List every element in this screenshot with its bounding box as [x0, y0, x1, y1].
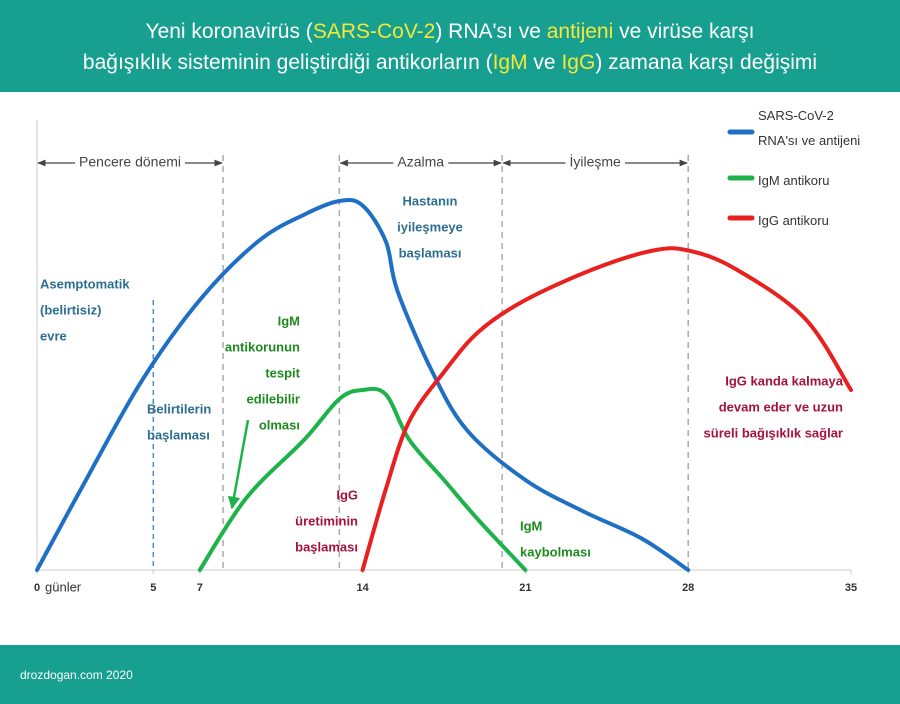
period-label: İyileşme — [569, 153, 621, 170]
x-axis-label: günler — [45, 579, 82, 594]
annotation: kaybolması — [520, 544, 591, 559]
x-tick-label: 35 — [845, 582, 857, 594]
line-series — [197, 386, 528, 572]
x-tick-label: 5 — [150, 582, 156, 594]
title-segment: ) zamana karşı değişimi — [595, 51, 817, 74]
annotation: olması — [259, 417, 300, 432]
annotation: (belirtisiz) — [40, 302, 101, 317]
annotation: iyileşmeye — [397, 219, 463, 234]
title-segment: Yeni koronavirüs ( — [145, 20, 312, 43]
title-segment: ve virüse karşı — [613, 20, 754, 43]
legend-label: IgG antikoru — [758, 213, 829, 228]
annotation: edilebilir — [247, 391, 300, 406]
annotation: Hastanın — [403, 193, 458, 208]
title-line: bağışıklık sisteminin geliştirdiği antik… — [83, 51, 817, 74]
annotation: devam eder ve uzun — [719, 399, 843, 414]
title-segment: IgG — [561, 51, 595, 74]
legend-label: SARS-CoV-2 RNA'sı ve antijeni — [758, 108, 861, 148]
legend-label: IgM antikoru — [758, 173, 830, 188]
title-line: Yeni koronavirüs (SARS-CoV-2) RNA'sı ve … — [145, 20, 754, 43]
x-tick-label: 7 — [197, 582, 203, 594]
x-tick-label: 21 — [519, 582, 531, 594]
title-segment: ve — [528, 51, 562, 74]
legend-item: SARS-CoV-2 RNA'sı ve antijeni — [758, 108, 861, 148]
x-tick-label: 14 — [356, 582, 369, 594]
annotation: evre — [40, 328, 67, 343]
annotation: antikorunun — [225, 339, 300, 354]
period-label-bg — [393, 153, 449, 170]
period-label: Azalma — [397, 154, 444, 170]
period-label-bg — [75, 153, 186, 170]
annotation: başlaması — [147, 427, 210, 442]
footer-text: drozdogan.com 2020 — [20, 668, 133, 682]
annotation: tespit — [265, 365, 300, 380]
line-series — [35, 197, 691, 572]
x-tick-label: 28 — [682, 582, 694, 594]
igm-arrow — [227, 419, 250, 510]
title-segment: SARS-CoV-2 — [313, 20, 436, 43]
title-segment: bağışıklık sisteminin geliştirdiği antik… — [83, 51, 493, 74]
annotation: süreli bağışıklık sağlar — [704, 425, 843, 440]
annotation: IgG kanda kalmaya — [725, 373, 844, 388]
title-segment: IgM — [493, 51, 528, 74]
header-band — [0, 0, 900, 92]
line-series — [360, 246, 853, 572]
annotation: üretiminin — [295, 513, 358, 528]
annotation: IgG — [336, 487, 358, 502]
annotation: Belirtilerin — [147, 401, 211, 416]
x-tick-label: 0 — [34, 582, 40, 594]
annotation: IgM — [520, 518, 542, 533]
annotation: Asemptomatik — [40, 276, 130, 291]
annotation: başlaması — [399, 245, 462, 260]
legend-item: IgM antikoru — [758, 173, 830, 188]
legend-item: IgG antikoru — [758, 213, 829, 228]
title-segment: ) RNA'sı ve — [435, 20, 546, 43]
title-segment: antijeni — [547, 20, 614, 43]
annotation: başlaması — [295, 539, 358, 554]
footer-band — [0, 645, 900, 704]
period-label: Pencere dönemi — [79, 154, 181, 170]
annotation: IgM — [278, 313, 300, 328]
period-label-bg — [565, 152, 626, 170]
